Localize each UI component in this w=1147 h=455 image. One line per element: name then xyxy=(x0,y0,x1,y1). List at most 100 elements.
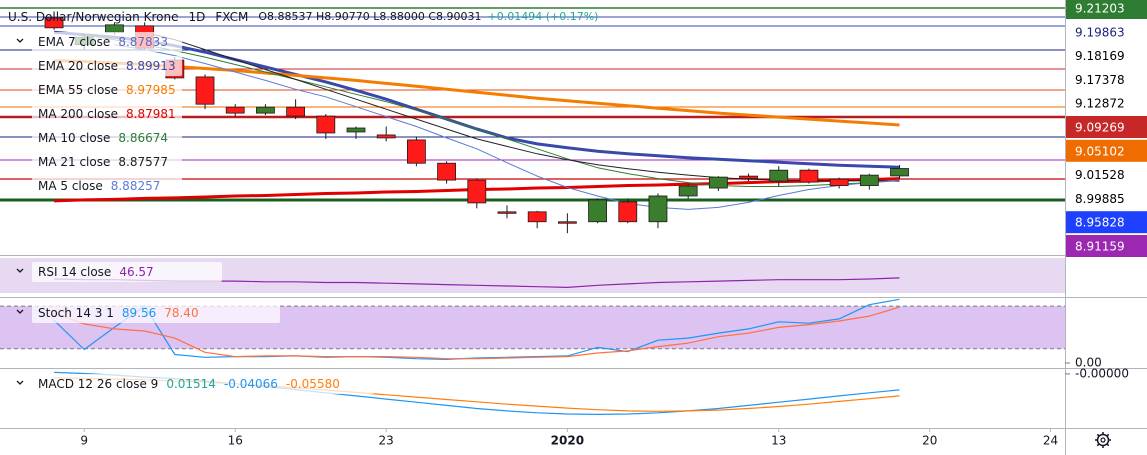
candle-body xyxy=(467,179,487,204)
legend-row-bg xyxy=(32,104,182,124)
candle-body xyxy=(437,162,456,181)
legend-value: -0.04066 xyxy=(224,377,278,391)
x-tick-label: 2020 xyxy=(551,434,584,448)
legend-name: MA 200 close xyxy=(38,107,118,121)
legend-value: 0.01514 xyxy=(166,377,216,391)
legend-entry: MACD 12 26 close 9 0.01514 -0.04066 -0.0558… xyxy=(38,377,340,391)
legend-value: 8.87577 xyxy=(118,155,168,169)
legend-row-bg xyxy=(32,128,182,148)
ohlc: O8.88537 H8.90770 L8.88000 C8.90031 xyxy=(258,10,481,23)
legend-entry: MA 21 close 8.87577 xyxy=(38,155,168,169)
legend-value: 8.87833 xyxy=(118,35,168,49)
legend-entry: Stoch 14 3 1 89.56 78.40 xyxy=(38,306,199,320)
x-tick-label: 20 xyxy=(922,434,937,448)
legend-name: RSI 14 close xyxy=(38,265,111,279)
candle-body xyxy=(588,199,607,223)
legend-name: MA 5 close xyxy=(38,179,103,193)
indicator-line xyxy=(53,298,900,360)
price-label-box xyxy=(1066,68,1147,91)
legend-row-bg xyxy=(32,176,182,196)
legend-collapse[interactable] xyxy=(16,268,24,273)
price-label-box xyxy=(1066,163,1147,186)
interval: 1D xyxy=(188,10,205,24)
legend-entry: RSI 14 close 46.57 xyxy=(38,265,154,279)
legend-value: 8.88257 xyxy=(111,179,161,193)
legend-entry: MA 200 close 8.87981 xyxy=(38,107,176,121)
legend-value: 8.89913 xyxy=(126,59,176,73)
candle-body xyxy=(859,174,879,186)
candle-body xyxy=(225,106,245,114)
legend-row-bg xyxy=(32,80,182,100)
candle-body xyxy=(829,178,849,186)
candle-body xyxy=(105,24,124,33)
indicator-line xyxy=(53,306,900,360)
legend-name: EMA 20 close xyxy=(38,59,118,73)
x-tick-label: 9 xyxy=(80,434,88,448)
symbol: U.S. Dollar/Norwegian Krone xyxy=(8,10,178,24)
legend-value: 46.57 xyxy=(119,265,153,279)
legend-name: MA 10 close xyxy=(38,131,110,145)
legend-value: 78.40 xyxy=(164,306,198,320)
legend-row-bg xyxy=(32,374,374,394)
price-label-box xyxy=(1066,44,1147,67)
price-label: 9.18169 xyxy=(1075,49,1125,63)
legend-row-bg xyxy=(32,152,182,172)
x-tick-label: 24 xyxy=(1043,434,1058,448)
indicator-line xyxy=(114,44,900,210)
legend-row-bg xyxy=(32,32,182,52)
legend-value: 8.97985 xyxy=(126,83,176,97)
candle-body xyxy=(286,106,306,117)
legend-collapse[interactable] xyxy=(16,38,24,43)
candle-body xyxy=(890,168,909,177)
candle-body xyxy=(739,175,758,179)
legend-entry: EMA 20 close 8.89913 xyxy=(38,59,176,73)
legend-name: EMA 55 close xyxy=(38,83,118,97)
candle-body xyxy=(406,139,426,164)
y-tick-label: -0.00000 xyxy=(1075,366,1129,380)
candle-body xyxy=(316,115,336,134)
candle-body xyxy=(256,106,275,114)
price-label: 8.95828 xyxy=(1075,216,1125,230)
indicator-line xyxy=(54,59,900,127)
candle-body xyxy=(648,195,668,223)
legend-name: MA 21 close xyxy=(38,155,110,169)
legend-value: -0.05580 xyxy=(286,377,340,391)
header: U.S. Dollar/Norwegian Krone 1D FXCM O8.8853… xyxy=(8,10,598,24)
legend-collapse[interactable] xyxy=(16,380,24,385)
legend-entry: MA 10 close 8.86674 xyxy=(38,131,168,145)
settings-icon[interactable] xyxy=(1095,432,1111,448)
price-label-box xyxy=(1066,92,1147,115)
price-label: 9.09269 xyxy=(1075,121,1125,135)
price-label-box xyxy=(1066,187,1147,210)
price-label: 9.01528 xyxy=(1075,168,1125,182)
price-label: 9.21203 xyxy=(1075,2,1125,16)
candle-body xyxy=(195,76,215,105)
candle-body xyxy=(44,17,64,29)
legend-collapse[interactable] xyxy=(16,309,24,314)
price-label-box xyxy=(1066,211,1147,234)
gear-teeth[interactable] xyxy=(1095,432,1111,448)
legend-row-bg xyxy=(32,56,182,76)
indicator-line xyxy=(84,34,900,187)
price-label: 8.91159 xyxy=(1075,240,1125,254)
candle-body xyxy=(527,211,547,223)
legend-entry: EMA 55 close 8.97985 xyxy=(38,83,176,97)
gear-center[interactable] xyxy=(1100,437,1106,443)
price-label: 9.12872 xyxy=(1075,97,1125,111)
candle-body xyxy=(618,201,638,223)
x-tick-label: 16 xyxy=(228,434,243,448)
price-label: 9.05102 xyxy=(1075,144,1125,158)
legend-name: EMA 7 close xyxy=(38,35,110,49)
source: FXCM xyxy=(215,10,248,24)
legend-entry: EMA 7 close 8.87833 xyxy=(38,35,168,49)
x-tick-label: 13 xyxy=(771,434,786,448)
candle-body xyxy=(346,127,366,133)
legend-row-bg xyxy=(32,303,280,323)
candle-body xyxy=(708,176,728,189)
candle-body xyxy=(769,169,789,182)
legend-name: Stoch 14 3 1 xyxy=(38,306,114,320)
legend-value: 89.56 xyxy=(122,306,156,320)
candle-body xyxy=(376,134,396,139)
candle-body xyxy=(497,211,517,214)
